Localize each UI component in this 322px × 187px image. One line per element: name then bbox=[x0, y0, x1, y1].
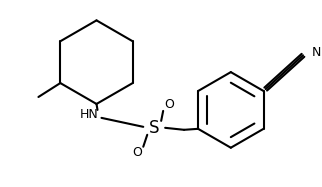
Text: N: N bbox=[311, 46, 321, 59]
Text: S: S bbox=[149, 119, 159, 137]
Text: O: O bbox=[164, 98, 174, 111]
Text: O: O bbox=[132, 146, 142, 159]
Text: HN: HN bbox=[80, 108, 99, 121]
